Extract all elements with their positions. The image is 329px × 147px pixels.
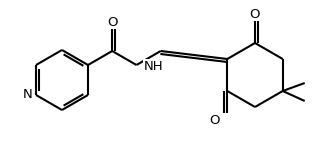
- Text: NH: NH: [143, 60, 163, 72]
- Text: O: O: [107, 15, 117, 29]
- Text: N: N: [22, 88, 32, 101]
- Text: O: O: [209, 113, 219, 127]
- Text: O: O: [250, 7, 260, 20]
